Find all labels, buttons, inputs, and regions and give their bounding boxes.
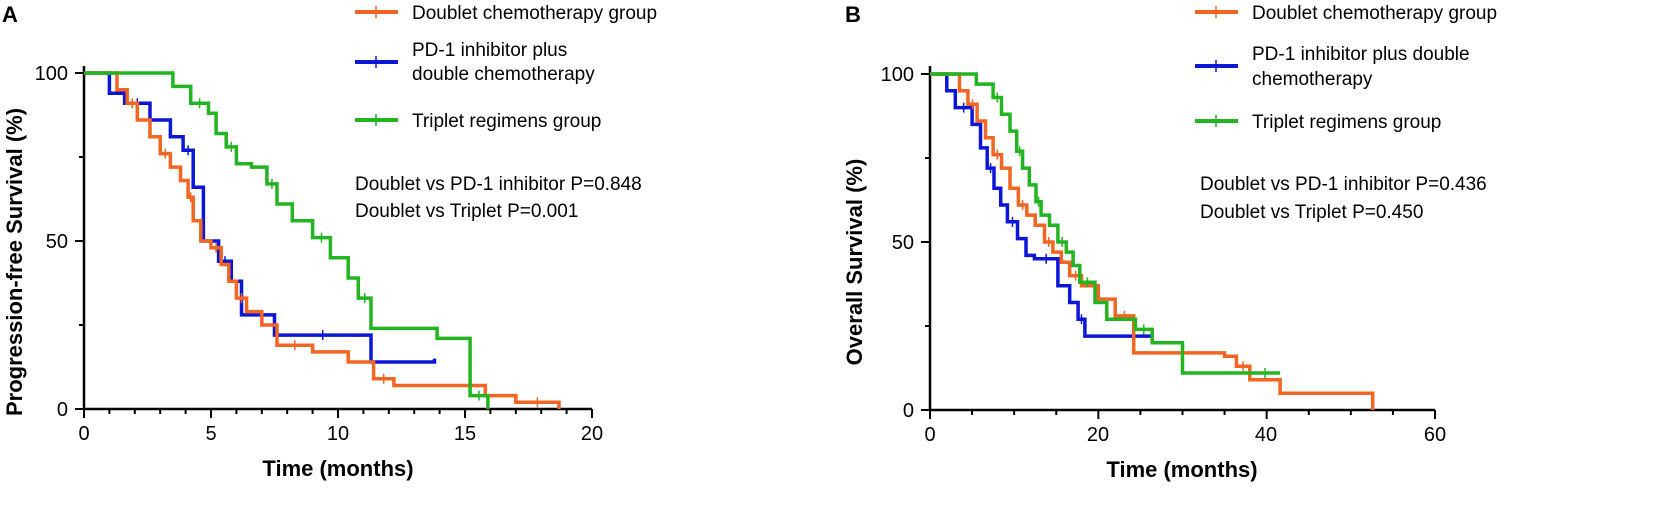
panel-b-curves <box>930 72 1375 410</box>
panel-b-ticks <box>921 73 1436 419</box>
panel-b-legend-pd1-line1: PD-1 inhibitor plus double <box>1252 44 1470 65</box>
panel-a-pvalue-triplet: Doublet vs Triplet P=0.001 <box>355 201 578 222</box>
panel-a-y-axis-title: Progression-free Survival (%) <box>2 108 27 416</box>
panel-a-legend-pd1-line1: PD-1 inhibitor plus <box>412 40 567 61</box>
panel-b-legend-pd1-line2: chemotherapy <box>1252 69 1373 90</box>
panel-a-y-tick-labels: 0 50 100 <box>35 63 68 421</box>
panel-a-x-tick-label: 10 <box>327 423 349 445</box>
panel-b-pvalue-triplet: Doublet vs Triplet P=0.450 <box>1200 202 1423 223</box>
panel-b-x-tick-label: 20 <box>1087 424 1109 446</box>
panel-b-legend-triplet: Triplet regimens group <box>1252 112 1441 133</box>
km-curve-pd-1-inhibitor-plus-double-chemotherapy <box>930 72 1151 338</box>
panel-a-legend: Doublet chemotherapy group PD-1 inhibito… <box>355 3 657 132</box>
panel-a-x-tick-label: 0 <box>78 423 89 445</box>
panel-a-ticks <box>75 72 593 418</box>
panel-b-y-tick-label: 0 <box>903 400 914 422</box>
panel-b-x-tick-labels: 0 20 40 60 <box>924 424 1446 446</box>
panel-a-legend-triplet: Triplet regimens group <box>412 111 601 132</box>
panel-b-y-axis-title: Overall Survival (%) <box>842 159 867 366</box>
panel-b-pvalue-pd1: Doublet vs PD-1 inhibitor P=0.436 <box>1200 174 1487 195</box>
panel-b-y-tick-labels: 0 50 100 <box>881 64 914 422</box>
panel-b-label: B <box>845 2 861 27</box>
panel-a-x-tick-label: 20 <box>581 423 603 445</box>
panel-a-legend-doublet: Doublet chemotherapy group <box>412 3 657 24</box>
panel-a-x-tick-label: 15 <box>454 423 476 445</box>
km-curve-doublet-chemotherapy-group <box>84 71 561 409</box>
panel-b-x-axis-title: Time (months) <box>1106 457 1257 482</box>
km-curve-triplet-regimens-group <box>84 71 490 409</box>
panel-a-pvalue-pd1: Doublet vs PD-1 inhibitor P=0.848 <box>355 174 642 195</box>
panel-b-x-tick-label: 60 <box>1424 424 1446 446</box>
km-curve-triplet-regimens-group <box>930 72 1281 375</box>
panel-b-x-tick-label: 0 <box>924 424 935 446</box>
panel-a-y-tick-label: 50 <box>46 231 68 253</box>
panel-a-curves <box>84 71 561 409</box>
panel-a-x-tick-labels: 0 5 10 15 20 <box>78 423 603 445</box>
panel-a-y-tick-label: 100 <box>35 63 68 85</box>
panel-a-label: A <box>2 2 18 27</box>
panel-a-x-axis-title: Time (months) <box>262 456 413 481</box>
panel-a: A 0 5 10 15 20 0 50 100 Time (months) Pr… <box>2 2 657 481</box>
panel-b-legend-doublet: Doublet chemotherapy group <box>1252 3 1497 24</box>
panel-a-y-tick-label: 0 <box>57 399 68 421</box>
panel-a-legend-pd1-line2: double chemotherapy <box>412 64 595 85</box>
panel-b-x-tick-label: 40 <box>1255 424 1277 446</box>
panel-a-x-tick-label: 5 <box>205 423 216 445</box>
panel-b-y-tick-label: 50 <box>892 232 914 254</box>
panel-b: B 0 20 40 60 0 50 100 Time (months) Over… <box>842 2 1497 482</box>
panel-b-y-tick-label: 100 <box>881 64 914 86</box>
panel-b-legend: Doublet chemotherapy group PD-1 inhibito… <box>1195 3 1497 133</box>
km-curve-doublet-chemotherapy-group <box>930 72 1375 410</box>
